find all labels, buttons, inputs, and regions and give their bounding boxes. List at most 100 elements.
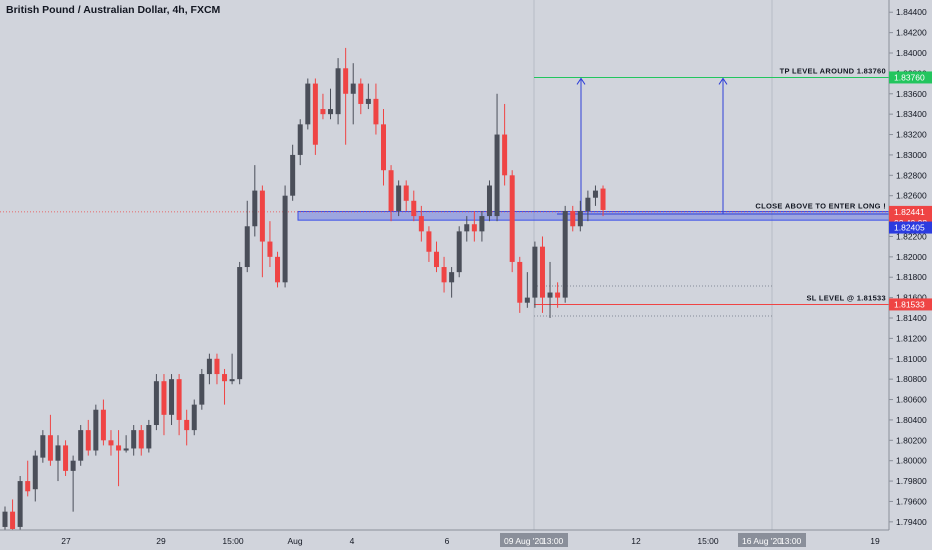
candle-body[interactable] bbox=[146, 425, 152, 449]
candle-body[interactable] bbox=[47, 435, 53, 461]
candle-body[interactable] bbox=[244, 226, 250, 268]
tp-price-tag-bg bbox=[889, 71, 932, 84]
time-tick-label: Aug bbox=[287, 536, 302, 546]
candle-body[interactable] bbox=[252, 190, 258, 227]
candle-body[interactable] bbox=[2, 511, 8, 527]
candle-body[interactable] bbox=[85, 430, 91, 451]
candle-body[interactable] bbox=[471, 224, 477, 232]
candle-body[interactable] bbox=[214, 358, 220, 375]
candle-body[interactable] bbox=[169, 379, 175, 415]
candle-body[interactable] bbox=[259, 190, 265, 242]
candle-body[interactable] bbox=[532, 246, 538, 298]
candle-body[interactable] bbox=[100, 409, 106, 441]
candle-body[interactable] bbox=[131, 430, 137, 449]
candle-body[interactable] bbox=[464, 224, 470, 232]
candle-body[interactable] bbox=[524, 297, 530, 303]
candle-body[interactable] bbox=[479, 216, 485, 232]
candle-body[interactable] bbox=[297, 124, 303, 155]
candle-body[interactable] bbox=[222, 374, 228, 382]
candle-body[interactable] bbox=[456, 231, 462, 273]
candle-body[interactable] bbox=[426, 231, 432, 252]
candle-body[interactable] bbox=[585, 197, 591, 211]
tp-level-annotation: TP LEVEL AROUND 1.83760 bbox=[780, 66, 886, 75]
time-axis[interactable] bbox=[0, 530, 889, 550]
price-tick-label: 1.80600 bbox=[896, 395, 927, 405]
candle-body[interactable] bbox=[312, 83, 318, 145]
candle-body[interactable] bbox=[343, 68, 349, 94]
candle-body[interactable] bbox=[328, 109, 334, 115]
price-tick-label: 1.84200 bbox=[896, 28, 927, 38]
candle-body[interactable] bbox=[396, 185, 402, 211]
candle-body[interactable] bbox=[555, 292, 561, 298]
candle-body[interactable] bbox=[161, 381, 167, 415]
candle-body[interactable] bbox=[93, 409, 99, 451]
price-tick-label: 1.82200 bbox=[896, 231, 927, 241]
time-highlight-start-bg bbox=[500, 533, 568, 547]
candle-body[interactable] bbox=[275, 256, 281, 283]
candle-body[interactable] bbox=[153, 381, 159, 426]
candle-body[interactable] bbox=[123, 448, 129, 451]
candle-body[interactable] bbox=[191, 404, 197, 431]
candle-body[interactable] bbox=[547, 292, 553, 298]
candle-body[interactable] bbox=[433, 251, 439, 268]
price-tick-label: 1.83200 bbox=[896, 130, 927, 140]
price-tick-label: 1.82000 bbox=[896, 252, 927, 262]
candle-body[interactable] bbox=[305, 83, 311, 125]
candle-body[interactable] bbox=[486, 185, 492, 217]
entry-annotation: CLOSE ABOVE TO ENTER LONG ! bbox=[755, 201, 886, 210]
candle-body[interactable] bbox=[108, 440, 114, 446]
candle-body[interactable] bbox=[138, 430, 144, 449]
candle-body[interactable] bbox=[290, 154, 296, 196]
candle-body[interactable] bbox=[32, 455, 38, 490]
sl-level-annotation: SL LEVEL @ 1.81533 bbox=[806, 293, 886, 302]
candle-body[interactable] bbox=[350, 83, 356, 94]
candle-body[interactable] bbox=[282, 195, 288, 283]
candle-body[interactable] bbox=[441, 267, 447, 283]
candle-body[interactable] bbox=[577, 210, 583, 227]
candle-body[interactable] bbox=[199, 374, 205, 405]
candle-body[interactable] bbox=[78, 430, 84, 461]
candle-body[interactable] bbox=[55, 445, 61, 461]
candle-body[interactable] bbox=[449, 272, 455, 283]
candle-body[interactable] bbox=[17, 481, 23, 527]
candle-body[interactable] bbox=[600, 188, 606, 210]
candle-body[interactable] bbox=[373, 98, 379, 125]
candle-body[interactable] bbox=[267, 241, 273, 257]
price-tick-label: 1.80000 bbox=[896, 456, 927, 466]
candle-body[interactable] bbox=[229, 379, 235, 382]
candle-body[interactable] bbox=[40, 435, 46, 458]
candle-body[interactable] bbox=[517, 261, 523, 303]
candle-body[interactable] bbox=[509, 175, 515, 262]
candle-body[interactable] bbox=[494, 134, 500, 217]
candle-body[interactable] bbox=[562, 210, 568, 298]
candle-body[interactable] bbox=[320, 109, 326, 115]
candle-body[interactable] bbox=[365, 98, 371, 104]
candle-body[interactable] bbox=[63, 445, 69, 471]
candle-body[interactable] bbox=[539, 246, 545, 298]
candle-body[interactable] bbox=[502, 134, 508, 176]
price-axis[interactable] bbox=[889, 0, 932, 550]
candle-body[interactable] bbox=[381, 124, 386, 171]
candle-body[interactable] bbox=[592, 190, 598, 198]
candle-body[interactable] bbox=[206, 358, 212, 375]
candle-body[interactable] bbox=[358, 83, 364, 104]
candle-body[interactable] bbox=[418, 216, 424, 232]
candle-body[interactable] bbox=[237, 267, 243, 380]
candle-body[interactable] bbox=[570, 210, 576, 227]
candle-body[interactable] bbox=[116, 445, 122, 451]
candle-body[interactable] bbox=[335, 68, 341, 115]
candle-body[interactable] bbox=[25, 481, 31, 492]
time-highlight-start-time: 13:00 bbox=[542, 536, 564, 546]
entry-zone-band bbox=[297, 210, 890, 221]
sl-price-tag: 1.81533 bbox=[894, 299, 925, 309]
time-highlight-end-date: 16 Aug '20 bbox=[742, 536, 782, 546]
candle-body[interactable] bbox=[388, 170, 394, 211]
candle-body[interactable] bbox=[403, 185, 409, 201]
candle-body[interactable] bbox=[10, 511, 16, 529]
candle-body[interactable] bbox=[184, 419, 190, 431]
candle-body[interactable] bbox=[70, 460, 76, 471]
candle-body[interactable] bbox=[411, 200, 417, 217]
candle-body[interactable] bbox=[176, 379, 182, 420]
time-highlight-end-bg bbox=[738, 533, 806, 547]
